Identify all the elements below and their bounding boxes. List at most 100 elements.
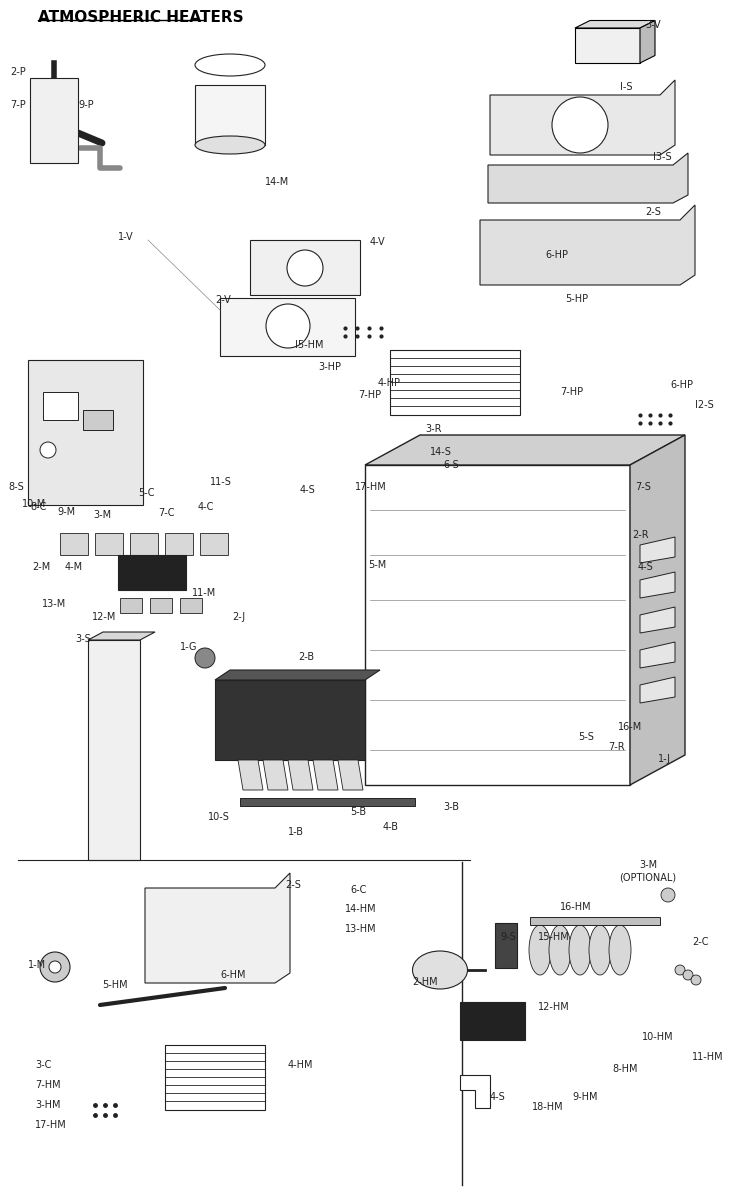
Ellipse shape [195, 54, 265, 76]
Text: 1-J: 1-J [658, 754, 671, 764]
Text: 2-R: 2-R [632, 531, 649, 540]
Bar [180, 598, 202, 613]
Polygon shape [490, 80, 675, 155]
Bar [390, 350, 520, 415]
Text: 9-M: 9-M [57, 507, 75, 517]
Text: 6-HM: 6-HM [220, 970, 245, 980]
Circle shape [675, 966, 685, 975]
Text: 3-S: 3-S [75, 635, 91, 644]
Circle shape [40, 952, 70, 982]
Bar [495, 923, 517, 968]
Bar [530, 917, 660, 925]
Text: 3-R: 3-R [425, 424, 442, 434]
Text: 10-HM: 10-HM [642, 1032, 674, 1042]
Bar [150, 598, 172, 613]
Circle shape [683, 970, 693, 980]
Text: 6-C: 6-C [350, 885, 366, 895]
Text: 4-S: 4-S [300, 485, 316, 495]
Text: 12-HM: 12-HM [538, 1001, 570, 1012]
Text: 10-M: 10-M [22, 500, 46, 509]
Ellipse shape [195, 136, 265, 154]
Text: 6-HP: 6-HP [670, 380, 693, 390]
Text: 9-S: 9-S [500, 932, 516, 942]
Text: 6-HP: 6-HP [545, 250, 568, 261]
Ellipse shape [569, 925, 591, 975]
Circle shape [266, 304, 310, 348]
Text: 2-J: 2-J [232, 612, 245, 623]
Text: 4-V: 4-V [370, 237, 386, 247]
Bar [30, 78, 78, 163]
Text: 14-S: 14-S [430, 447, 451, 456]
Text: 17-HM: 17-HM [35, 1120, 67, 1130]
Text: 9-HM: 9-HM [572, 1092, 598, 1102]
Polygon shape [640, 20, 655, 63]
Polygon shape [480, 206, 695, 284]
Bar [215, 680, 365, 760]
Bar [195, 85, 265, 145]
Circle shape [287, 250, 323, 286]
Text: 2-V: 2-V [215, 295, 231, 305]
Polygon shape [88, 632, 155, 641]
Bar [60, 533, 88, 554]
Text: 2-C: 2-C [692, 937, 709, 946]
Polygon shape [238, 760, 263, 790]
Bar [95, 533, 123, 554]
Text: 3-C: 3-C [35, 1060, 51, 1070]
Text: 10-S: 10-S [208, 811, 230, 822]
Text: 3-V: 3-V [645, 20, 661, 30]
Text: 15-HM: 15-HM [538, 932, 570, 942]
Polygon shape [488, 153, 688, 203]
Bar [220, 298, 355, 356]
Bar [460, 1001, 525, 1040]
Text: 4-C: 4-C [198, 502, 214, 511]
Text: 2-HM: 2-HM [412, 978, 438, 987]
Ellipse shape [589, 925, 611, 975]
Text: 11-S: 11-S [210, 477, 232, 488]
Text: 3-B: 3-B [443, 802, 459, 811]
Circle shape [40, 442, 56, 458]
Bar [165, 1044, 265, 1110]
Text: 12-M: 12-M [92, 612, 116, 623]
Text: 16-M: 16-M [618, 722, 642, 733]
Bar [165, 533, 193, 554]
Text: 7-C: 7-C [158, 508, 175, 517]
Text: 1-G: 1-G [180, 642, 197, 652]
Bar [118, 554, 186, 590]
Text: 8-C: 8-C [30, 502, 46, 511]
Text: I3-S: I3-S [653, 152, 672, 163]
Text: 7-HP: 7-HP [358, 390, 381, 400]
Text: 5-S: 5-S [578, 733, 594, 742]
Text: I2-S: I2-S [695, 400, 714, 410]
Polygon shape [263, 760, 288, 790]
Text: 9-P: 9-P [78, 100, 94, 110]
Text: 16-HM: 16-HM [560, 902, 592, 912]
Text: 8-S: 8-S [8, 482, 24, 492]
Text: 7-R: 7-R [608, 742, 625, 752]
Text: 2-M: 2-M [32, 562, 50, 572]
Text: 18-HM: 18-HM [532, 1102, 564, 1113]
Ellipse shape [609, 925, 631, 975]
Text: 8-HM: 8-HM [612, 1064, 638, 1074]
Text: 13-M: 13-M [42, 599, 66, 609]
Text: 6-S: 6-S [443, 460, 459, 470]
Text: 14-HM: 14-HM [345, 903, 376, 914]
Text: 2-P: 2-P [10, 67, 26, 76]
Text: 7-HM: 7-HM [35, 1080, 61, 1090]
Text: 7-P: 7-P [10, 100, 26, 110]
Bar [250, 240, 360, 295]
Bar [83, 410, 113, 430]
Polygon shape [365, 435, 685, 465]
Polygon shape [313, 760, 338, 790]
Circle shape [661, 888, 675, 902]
Ellipse shape [413, 951, 467, 989]
Text: 2-S: 2-S [645, 207, 661, 217]
Text: 11-M: 11-M [192, 588, 216, 598]
Text: 4-M: 4-M [65, 562, 83, 572]
Text: I5-HM: I5-HM [295, 341, 323, 350]
Text: 1-V: 1-V [118, 232, 134, 243]
Text: 3-M: 3-M [93, 510, 111, 520]
Bar [365, 465, 630, 785]
Bar [240, 798, 415, 805]
Polygon shape [338, 760, 363, 790]
Text: 11-HM: 11-HM [692, 1052, 724, 1062]
